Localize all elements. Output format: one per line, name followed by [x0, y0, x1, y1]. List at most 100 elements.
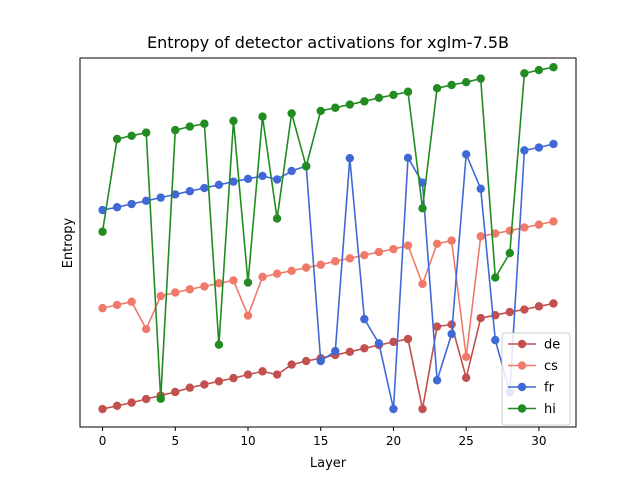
- data-point-fr: [316, 356, 325, 366]
- data-point-cs: [258, 272, 267, 282]
- data-point-fr: [549, 139, 558, 149]
- data-point-fr: [214, 180, 224, 190]
- data-point-fr: [243, 174, 253, 183]
- data-point-de: [476, 313, 485, 323]
- legend-label: de: [544, 338, 560, 353]
- data-point-hi: [112, 134, 122, 144]
- y-axis-label: Entropy: [61, 217, 76, 268]
- data-point-hi: [432, 83, 442, 93]
- series-cs: [98, 217, 558, 361]
- data-point-hi: [447, 80, 456, 90]
- data-point-hi: [301, 162, 311, 171]
- data-point-fr: [374, 339, 384, 348]
- data-point-de: [534, 302, 544, 311]
- data-point-hi: [491, 273, 500, 282]
- legend-item-de: de: [508, 338, 560, 353]
- legend-label: hi: [544, 402, 556, 417]
- data-point-cs: [112, 300, 122, 310]
- data-point-fr: [403, 153, 413, 163]
- data-point-hi: [418, 204, 427, 213]
- x-axis-label: Layer: [310, 456, 347, 471]
- data-point-cs: [141, 324, 151, 334]
- data-point-fr: [156, 193, 165, 202]
- series-hi: [98, 63, 558, 403]
- data-point-de: [418, 404, 427, 414]
- x-tick-label: 5: [171, 434, 179, 448]
- data-point-fr: [171, 190, 180, 199]
- legend-item-hi: hi: [508, 402, 556, 417]
- data-point-fr: [534, 143, 544, 152]
- data-point-cs: [156, 291, 165, 301]
- data-point-fr: [112, 203, 122, 212]
- legend-box: [501, 332, 571, 426]
- data-point-hi: [360, 97, 369, 106]
- x-tick-label: 10: [240, 434, 255, 448]
- data-point-cs: [520, 223, 529, 232]
- data-point-cs: [549, 217, 558, 226]
- data-point-hi: [243, 278, 253, 287]
- data-point-fr: [229, 177, 238, 186]
- data-point-de: [432, 322, 442, 331]
- data-point-hi: [272, 214, 282, 223]
- data-point-hi: [520, 69, 529, 78]
- legend-item-fr: fr: [508, 381, 555, 396]
- data-point-fr: [520, 146, 529, 155]
- data-point-de: [389, 337, 398, 347]
- data-point-cs: [243, 311, 253, 320]
- data-point-de: [287, 360, 296, 369]
- series-line-fr: [102, 143, 554, 410]
- data-point-de: [345, 347, 355, 357]
- data-point-hi: [549, 63, 558, 72]
- data-point-hi: [534, 65, 544, 75]
- data-point-fr: [200, 183, 209, 193]
- data-point-cs: [171, 288, 180, 297]
- data-point-de: [403, 334, 413, 344]
- data-point-cs: [476, 232, 485, 241]
- data-point-hi: [156, 394, 165, 403]
- plot-layer: [98, 63, 558, 414]
- data-point-de: [200, 380, 209, 389]
- legend-swatch-marker: [517, 339, 527, 349]
- data-point-hi: [171, 125, 180, 135]
- data-point-de: [549, 299, 558, 308]
- data-point-fr: [331, 346, 340, 356]
- data-point-cs: [403, 241, 413, 250]
- data-point-cs: [214, 279, 224, 288]
- x-tick-label: 25: [459, 434, 474, 448]
- data-point-cs: [301, 263, 311, 272]
- data-point-fr: [360, 314, 369, 324]
- x-tick-label: 15: [313, 434, 328, 448]
- data-point-de: [520, 305, 529, 314]
- data-point-fr: [141, 196, 151, 206]
- legend-swatch-marker: [517, 404, 527, 413]
- legend-swatch-marker: [517, 361, 527, 370]
- data-point-hi: [505, 248, 515, 258]
- data-point-de: [229, 373, 238, 383]
- chart-title: Entropy of detector activations for xglm…: [147, 33, 509, 52]
- data-point-cs: [418, 279, 427, 289]
- data-point-cs: [447, 236, 456, 245]
- x-tick-label: 20: [386, 434, 401, 448]
- data-point-fr: [127, 199, 136, 209]
- data-point-hi: [127, 131, 136, 141]
- data-point-cs: [229, 276, 238, 285]
- x-tick-label: 0: [99, 434, 107, 448]
- legend-label: cs: [544, 359, 558, 374]
- data-point-fr: [258, 171, 267, 181]
- data-point-hi: [461, 77, 471, 87]
- data-point-hi: [345, 100, 355, 109]
- data-point-hi: [185, 122, 195, 131]
- data-point-de: [301, 356, 311, 366]
- data-point-cs: [331, 257, 340, 266]
- data-point-fr: [185, 187, 195, 196]
- series-fr: [98, 139, 558, 414]
- data-point-de: [505, 307, 515, 317]
- data-point-fr: [476, 184, 485, 193]
- data-point-cs: [287, 266, 296, 276]
- data-point-cs: [389, 244, 398, 254]
- data-point-cs: [360, 250, 369, 260]
- data-point-hi: [200, 119, 209, 128]
- data-point-hi: [331, 103, 340, 112]
- data-point-cs: [461, 352, 471, 361]
- data-point-de: [98, 404, 107, 414]
